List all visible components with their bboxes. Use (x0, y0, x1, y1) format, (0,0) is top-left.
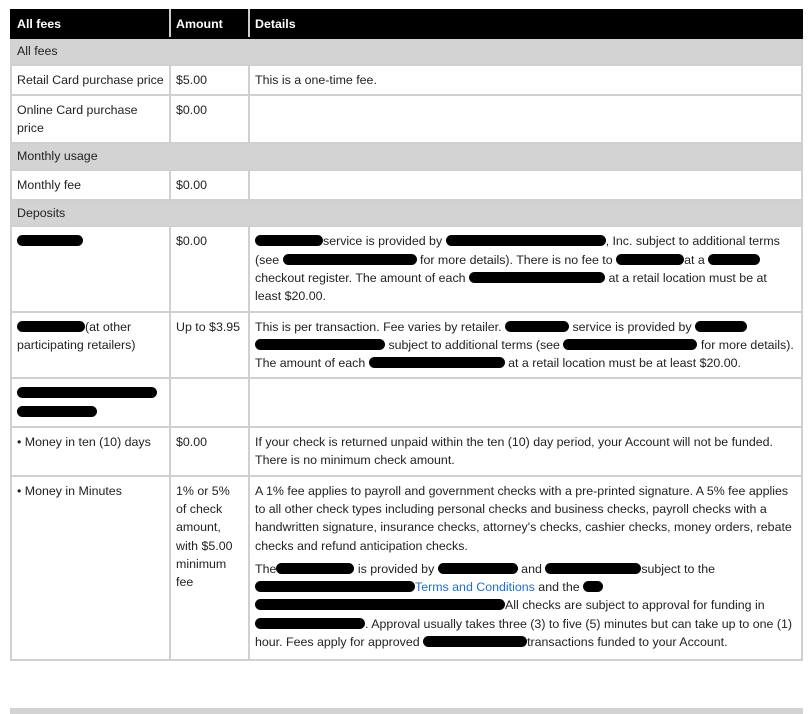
fee-amount: $0.00 (169, 168, 250, 202)
fee-amount: $5.00 (169, 63, 250, 96)
redaction (708, 253, 761, 265)
redaction (545, 562, 642, 574)
fee-name: Retail Card purchase price (10, 63, 171, 96)
fee-name (10, 377, 171, 429)
table-row: (at other participating retailers) Up to… (10, 310, 803, 380)
redaction (17, 235, 83, 247)
section-all-fees: All fees (10, 37, 803, 66)
table-row: • Money in ten (10) days $0.00 If your c… (10, 426, 803, 477)
redaction (505, 320, 569, 332)
fee-details: If your check is returned unpaid within … (248, 426, 803, 477)
redaction (255, 338, 385, 350)
redaction (368, 357, 505, 369)
table-row (10, 377, 803, 429)
fee-details: This is a one-time fee. (248, 63, 803, 96)
redaction (445, 235, 606, 247)
redaction (255, 235, 323, 247)
fee-amount: Up to $3.95 (169, 310, 250, 380)
fee-details (248, 377, 803, 429)
redaction (695, 320, 748, 332)
fee-amount: $0.00 (169, 225, 250, 313)
terms-and-conditions-link[interactable]: Terms and Conditions (415, 580, 535, 595)
fee-amount (169, 377, 250, 429)
fee-details: service is provided by , Inc. subject to… (248, 225, 803, 313)
redaction (282, 253, 417, 265)
redaction (616, 253, 685, 265)
table-row: $0.00 service is provided by , Inc. subj… (10, 225, 803, 313)
redaction (17, 387, 157, 399)
redaction (583, 581, 604, 593)
redaction (17, 405, 97, 417)
table-row: Online Card purchase price $0.00 (10, 93, 803, 145)
table-row: Monthly fee $0.00 (10, 168, 803, 202)
section-deposits: Deposits (10, 199, 803, 228)
fee-name: • Money in Minutes (10, 474, 171, 662)
fee-details: A 1% fee applies to payroll and governme… (248, 474, 803, 662)
header-details: Details (248, 8, 803, 40)
table-row: • Money in Minutes 1% or 5% of check amo… (10, 474, 803, 662)
redaction (469, 271, 605, 283)
redaction (255, 599, 505, 611)
redaction (437, 562, 518, 574)
header-all-fees: All fees (10, 8, 171, 40)
fee-name: Monthly fee (10, 168, 171, 202)
fee-amount: 1% or 5% of check amount, with $5.00 min… (169, 474, 250, 662)
fee-amount: $0.00 (169, 426, 250, 477)
fee-name: • Money in ten (10) days (10, 426, 171, 477)
fee-name: Online Card purchase price (10, 93, 171, 145)
fee-details (248, 93, 803, 145)
fee-details (248, 168, 803, 202)
fee-name: (at other participating retailers) (10, 310, 171, 380)
fee-amount: $0.00 (169, 93, 250, 145)
header-amount: Amount (169, 8, 250, 40)
table-footer-bar (10, 708, 803, 714)
table-row: Retail Card purchase price $5.00 This is… (10, 63, 803, 96)
redaction (255, 581, 415, 593)
fees-table: All fees Amount Details All fees Retail … (10, 8, 803, 662)
redaction (423, 636, 528, 648)
fee-name (10, 225, 171, 313)
section-monthly-usage: Monthly usage (10, 142, 803, 171)
redaction (17, 320, 85, 332)
redaction (563, 338, 698, 350)
redaction (276, 562, 355, 574)
table-header: All fees Amount Details (10, 8, 803, 40)
fee-details: This is per transaction. Fee varies by r… (248, 310, 803, 380)
redaction (255, 617, 365, 629)
